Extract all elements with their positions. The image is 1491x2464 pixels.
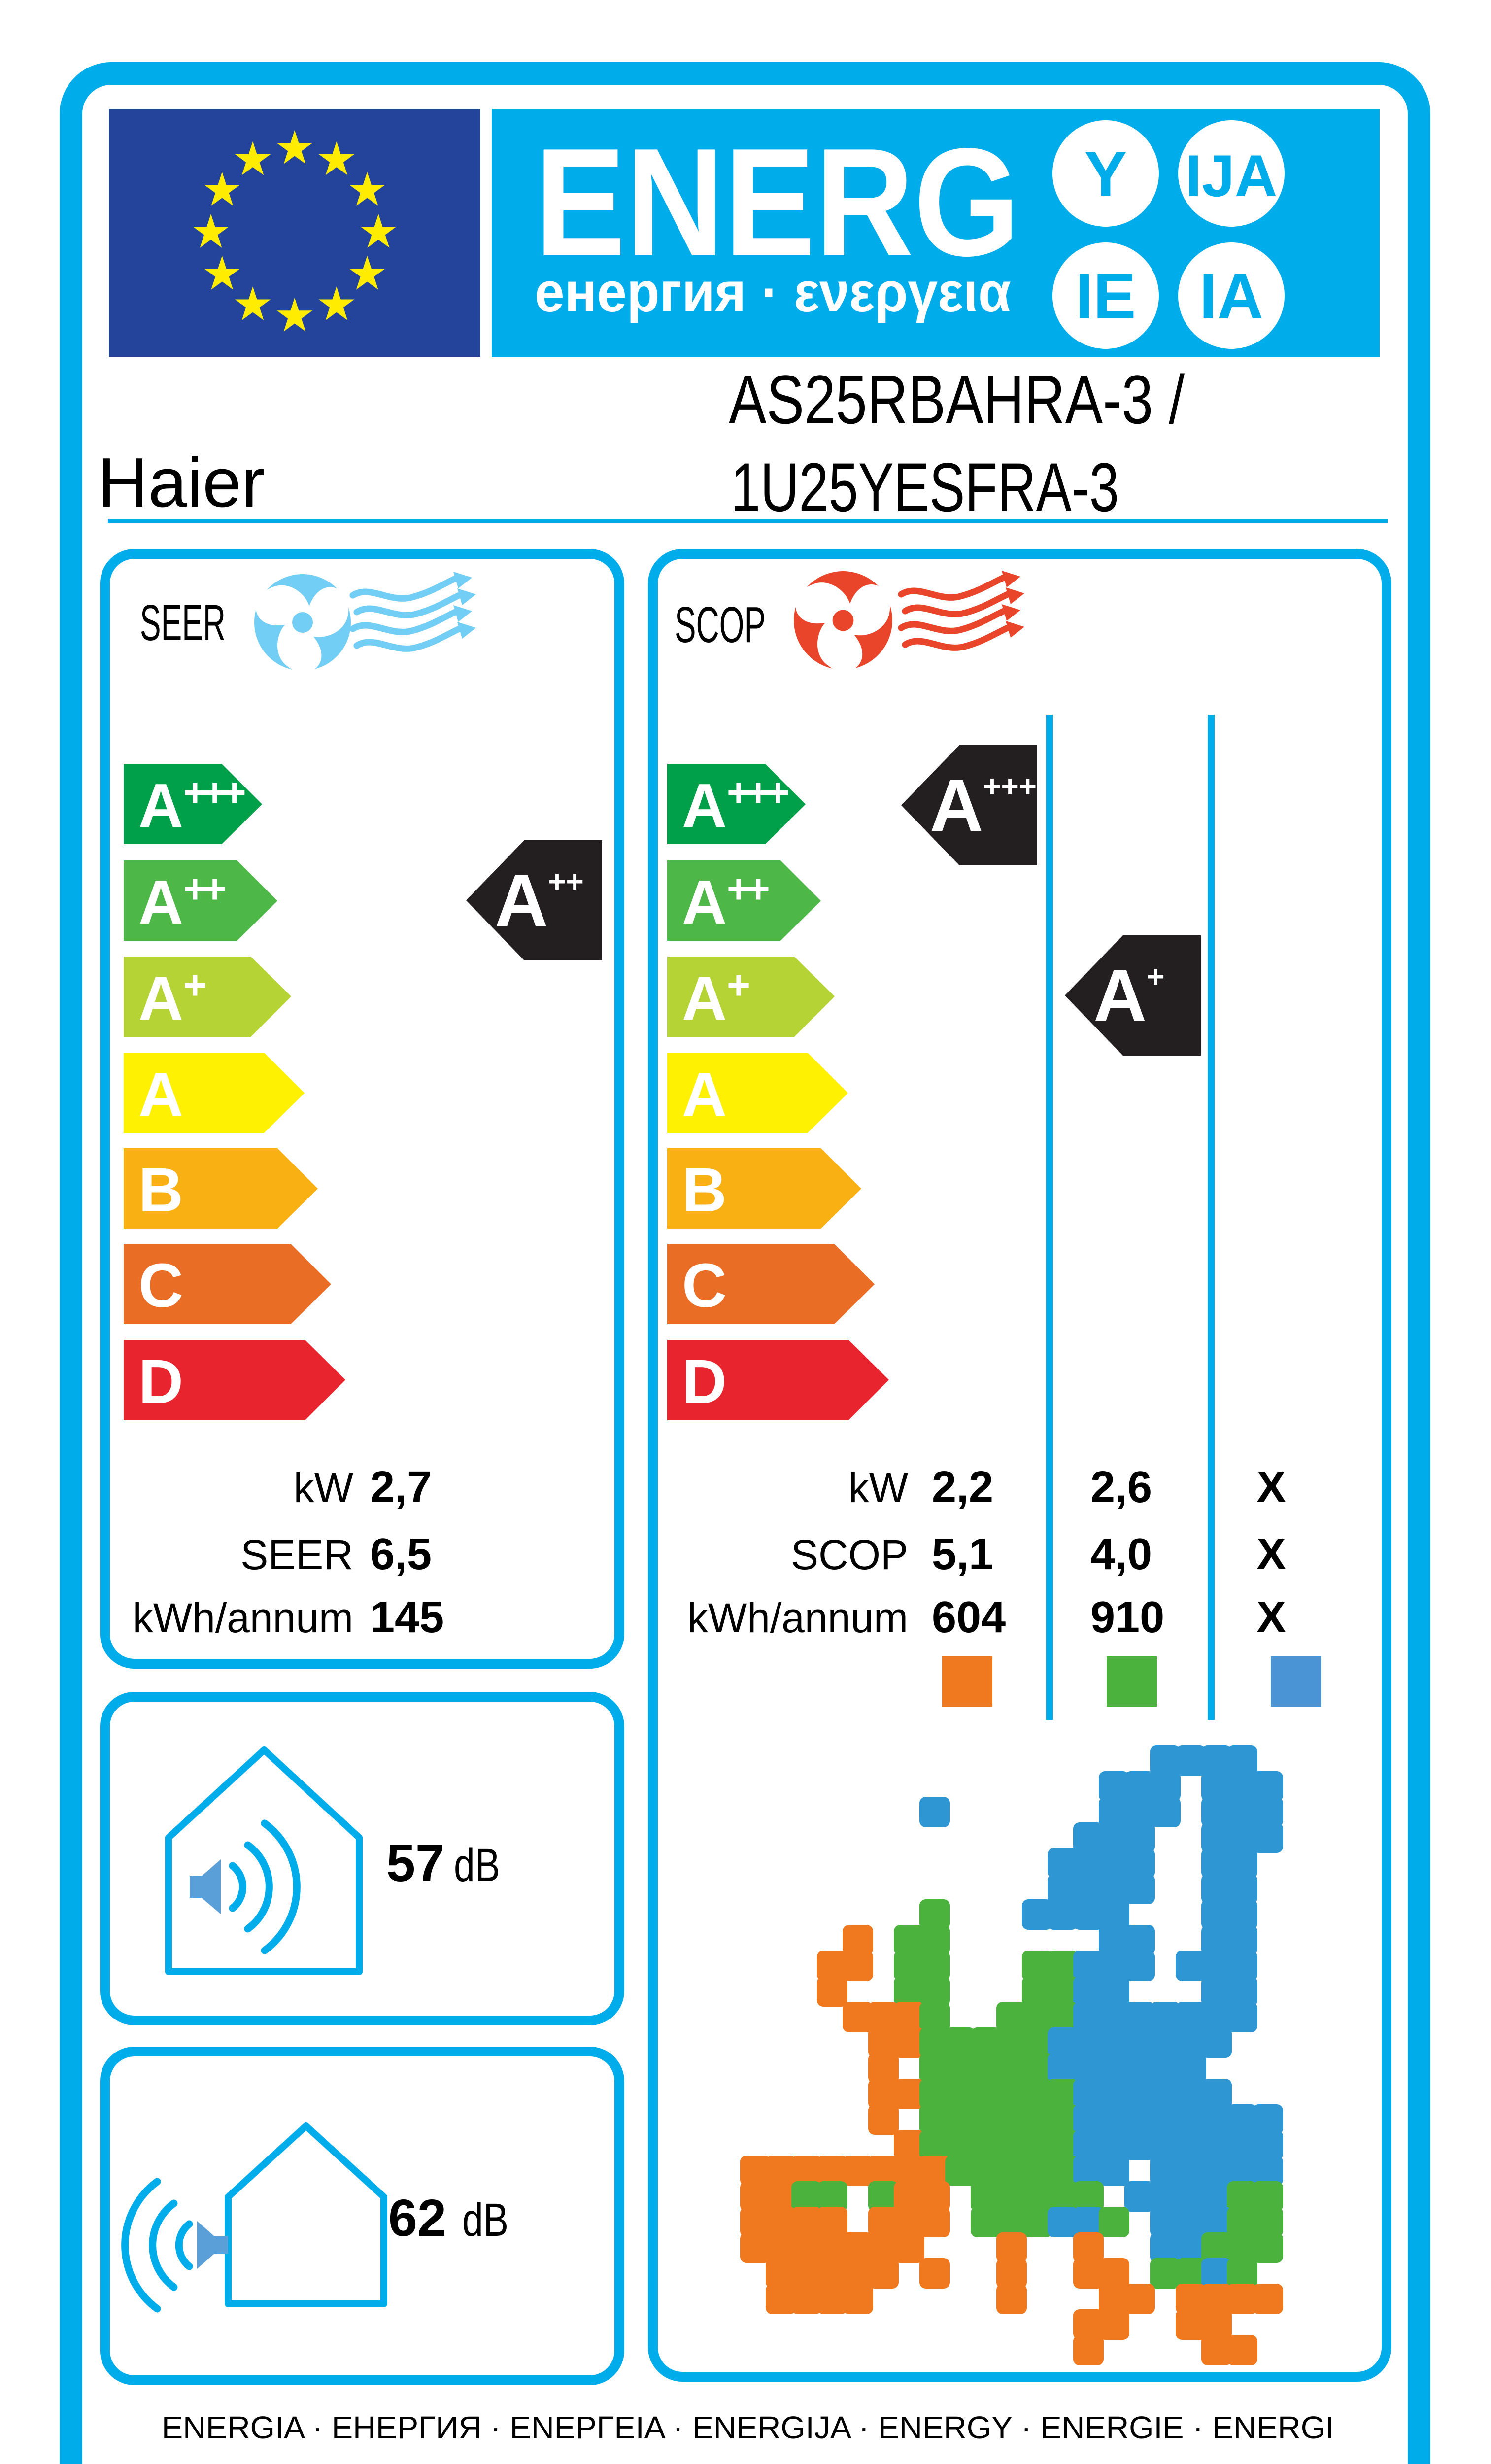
svg-text:2,2: 2,2 xyxy=(932,1463,993,1512)
svg-text:енергия · ενεργεια: енергия · ενεργεια xyxy=(535,261,1011,324)
svg-text:IJA: IJA xyxy=(1186,143,1278,209)
svg-text:ENERGIA · ЕНЕРГИЯ · ΕΝΕΡΓΕΙΑ ·: ENERGIA · ЕНЕРГИЯ · ΕΝΕΡΓΕΙΑ · ENERGIJA … xyxy=(162,2410,1334,2445)
svg-text:ENERG: ENERG xyxy=(535,117,1020,288)
svg-text:kWh/annum: kWh/annum xyxy=(687,1595,908,1641)
svg-text:kWh/annum: kWh/annum xyxy=(133,1595,353,1641)
svg-text:1U25YESFRA-3: 1U25YESFRA-3 xyxy=(731,448,1119,526)
svg-text:D: D xyxy=(682,1347,727,1416)
svg-text:dB: dB xyxy=(462,2194,508,2246)
svg-text:Haier: Haier xyxy=(98,444,265,522)
svg-text:kW: kW xyxy=(848,1465,908,1511)
svg-text:C: C xyxy=(138,1251,183,1320)
svg-text:AS25RBAHRA-3 /: AS25RBAHRA-3 / xyxy=(729,361,1185,438)
svg-text:910: 910 xyxy=(1090,1593,1164,1642)
svg-text:X: X xyxy=(1256,1463,1286,1512)
svg-text:B: B xyxy=(138,1155,183,1225)
svg-text:6,5: 6,5 xyxy=(370,1530,432,1579)
svg-text:A+: A+ xyxy=(682,963,749,1033)
svg-text:dB: dB xyxy=(454,1839,500,1891)
svg-text:4,0: 4,0 xyxy=(1090,1530,1152,1579)
svg-text:SEER: SEER xyxy=(140,594,226,651)
svg-text:D: D xyxy=(138,1347,183,1416)
svg-text:C: C xyxy=(682,1251,727,1320)
svg-text:X: X xyxy=(1256,1530,1286,1579)
svg-text:SEER: SEER xyxy=(240,1532,353,1578)
svg-text:SCOP: SCOP xyxy=(791,1532,908,1578)
svg-text:626/2011: 626/2011 xyxy=(105,2463,283,2464)
svg-text:X: X xyxy=(1256,1593,1286,1642)
svg-text:2,7: 2,7 xyxy=(370,1463,432,1512)
svg-text:2,6: 2,6 xyxy=(1090,1463,1152,1512)
svg-text:604: 604 xyxy=(932,1593,1006,1642)
svg-text:IA: IA xyxy=(1199,260,1263,332)
svg-text:kW: kW xyxy=(294,1465,353,1511)
svg-text:145: 145 xyxy=(370,1593,444,1642)
svg-text:SCOP: SCOP xyxy=(675,596,766,653)
svg-text:A: A xyxy=(682,1060,727,1129)
svg-text:B: B xyxy=(682,1155,727,1225)
svg-text:Y: Y xyxy=(1084,138,1127,210)
svg-text:IE: IE xyxy=(1076,260,1136,332)
svg-text:A: A xyxy=(138,1060,183,1129)
svg-text:5,1: 5,1 xyxy=(932,1530,993,1579)
svg-text:57: 57 xyxy=(386,1834,444,1892)
svg-text:62: 62 xyxy=(388,2189,446,2247)
